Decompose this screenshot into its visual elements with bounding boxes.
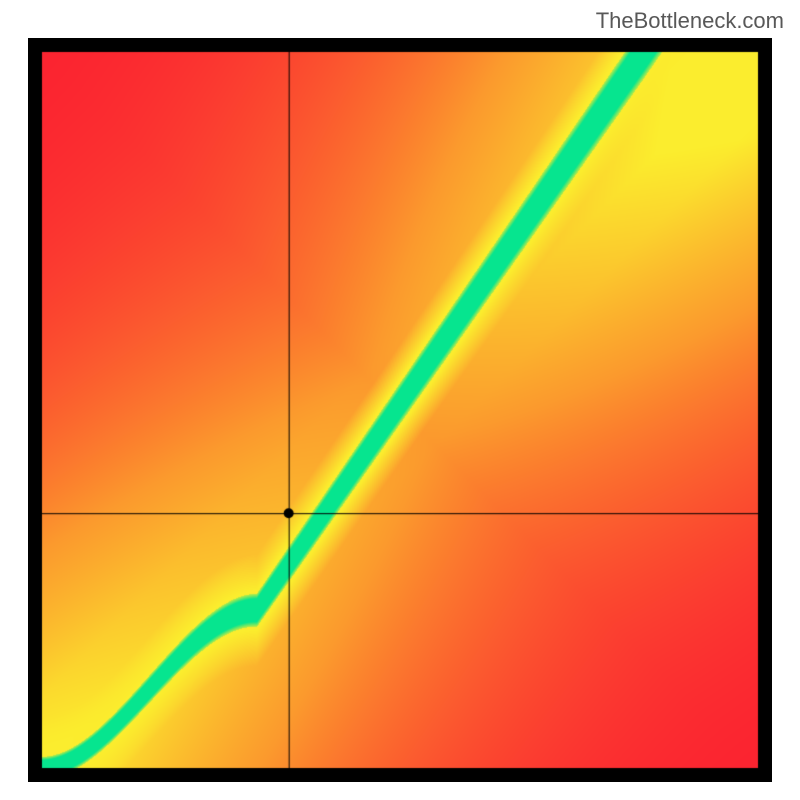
watermark-text: TheBottleneck.com — [596, 8, 784, 34]
chart-container: TheBottleneck.com — [0, 0, 800, 800]
heatmap-frame — [28, 38, 772, 782]
heatmap-canvas — [28, 38, 772, 782]
